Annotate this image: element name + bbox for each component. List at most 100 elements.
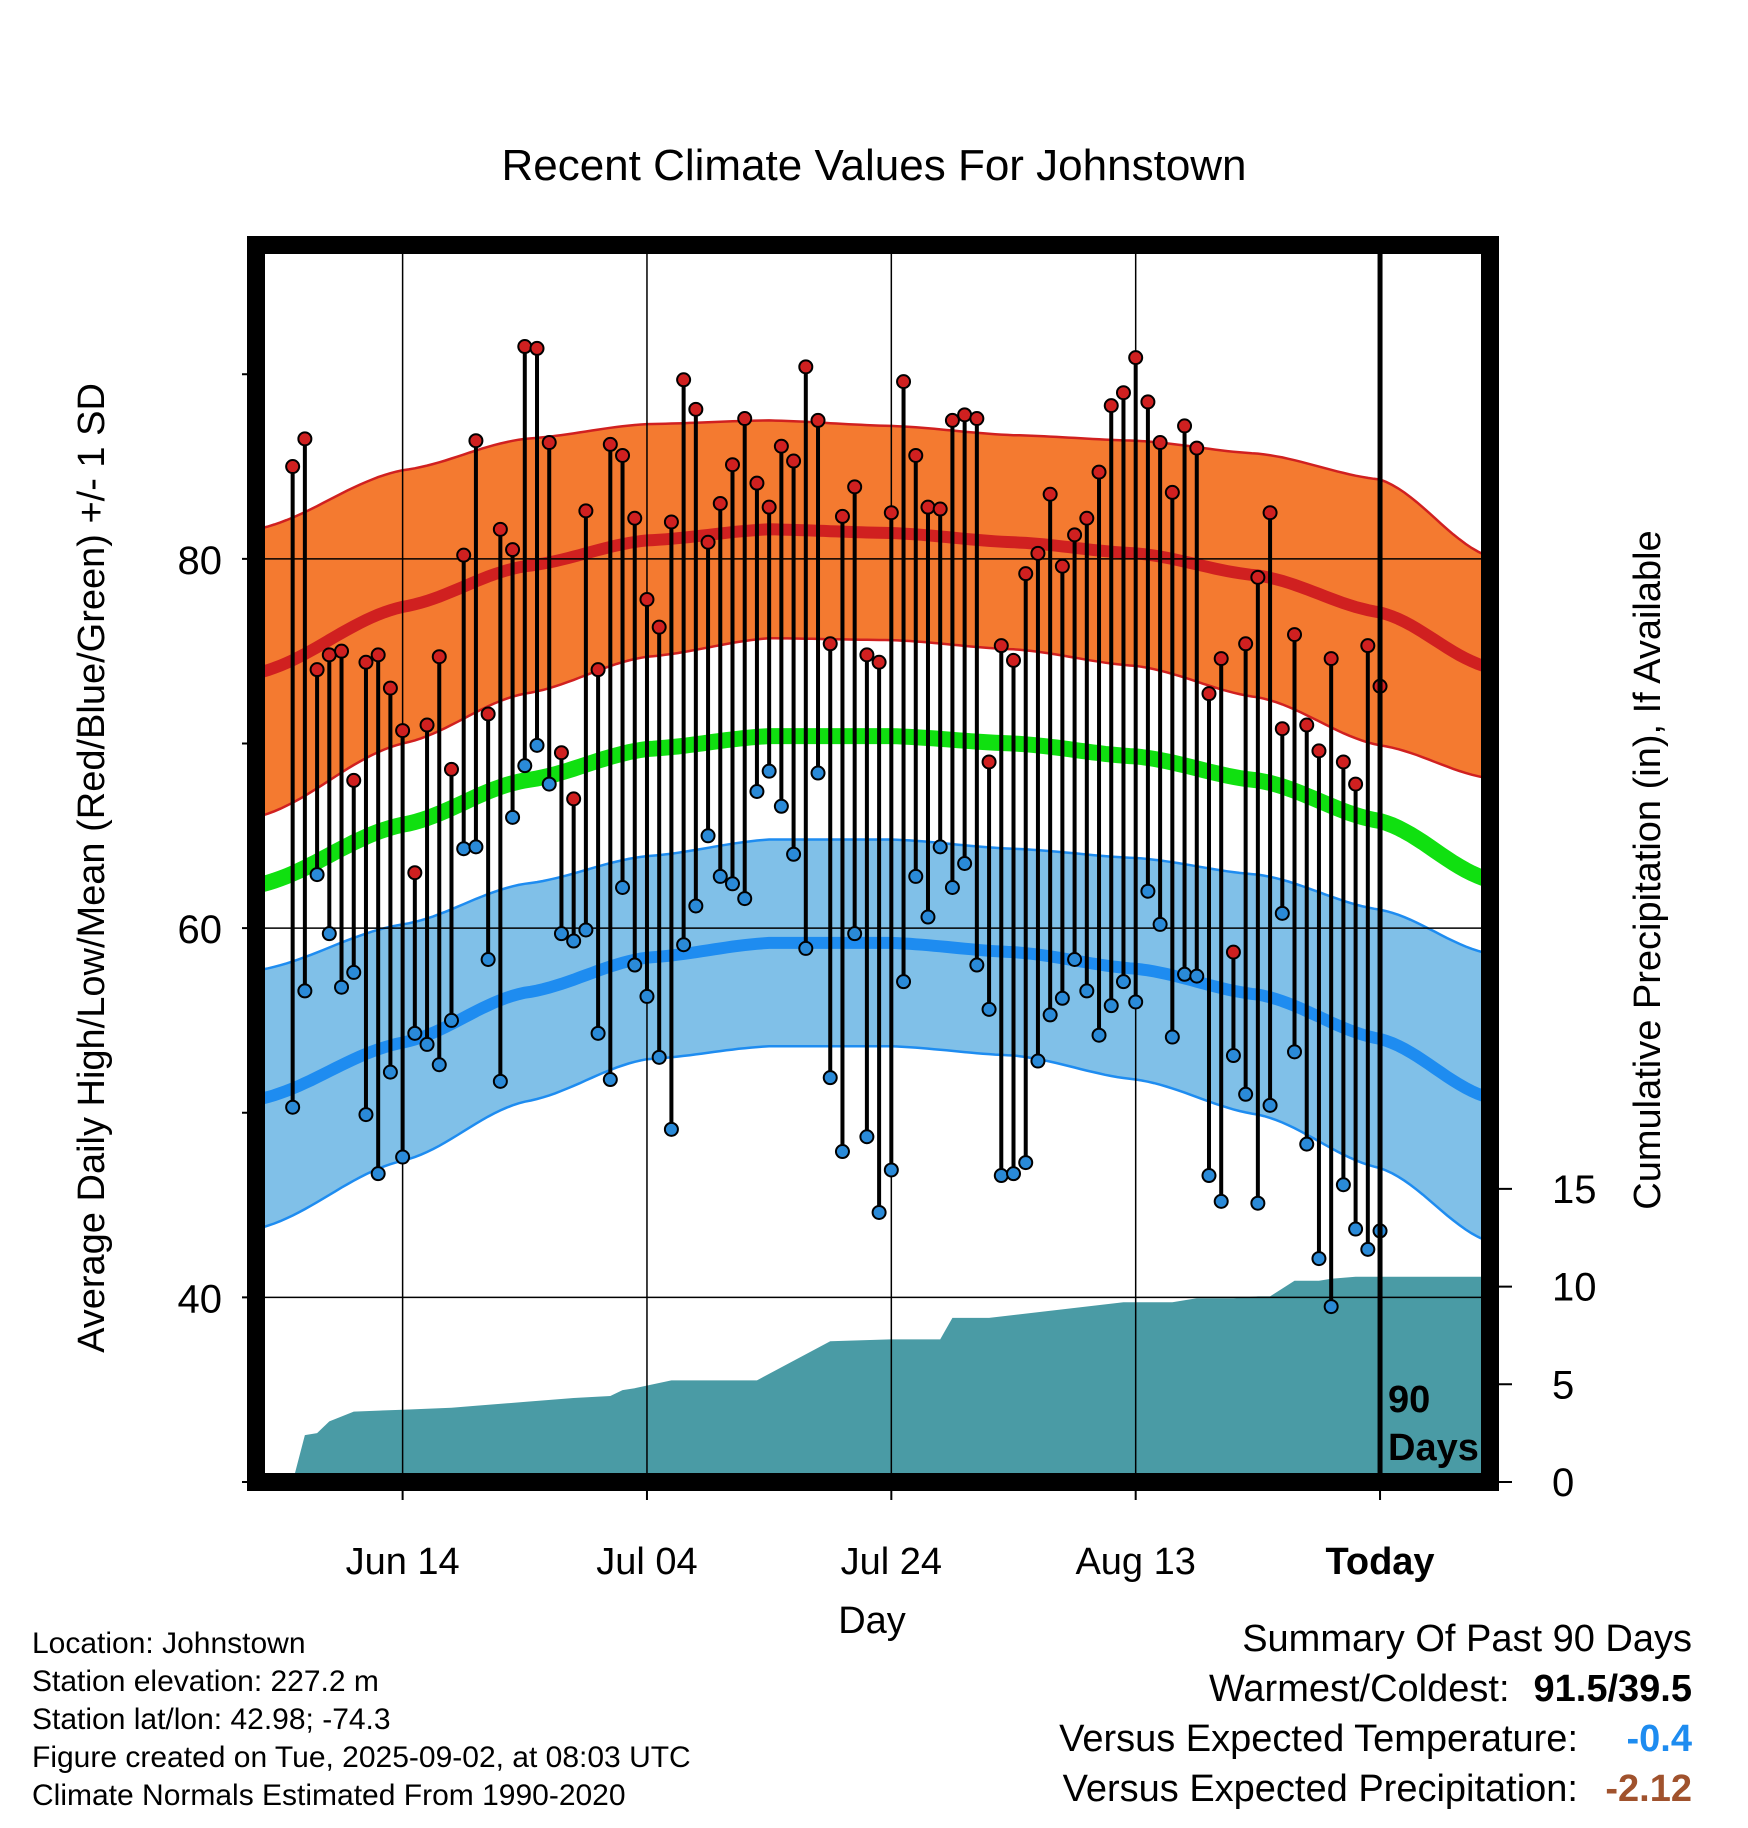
daily-low-point: [944, 880, 960, 896]
daily-high-point: [1042, 486, 1058, 502]
daily-high-point: [321, 647, 337, 663]
y2-tick-label: 10: [1552, 1266, 1597, 1310]
daily-low-point: [908, 868, 924, 884]
daily-high-point: [529, 340, 545, 356]
daily-low-point: [566, 933, 582, 949]
high-normal-line: [256, 523, 1490, 680]
daily-high-point: [810, 412, 826, 428]
daily-low-point: [834, 1144, 850, 1160]
warm-cold-label: Warmest/Coldest:: [1208, 1668, 1510, 1710]
daily-low-point: [700, 828, 716, 844]
daily-high-point: [663, 514, 679, 530]
high-sd-band: [256, 419, 1490, 819]
info-elevation: Station elevation: 227.2 m: [32, 1665, 379, 1698]
daily-high-point: [896, 374, 912, 390]
daily-low-point: [1140, 883, 1156, 899]
temp-label: Versus Expected Temperature:: [1059, 1718, 1578, 1760]
daily-high-point: [456, 547, 472, 563]
daily-low-point: [663, 1121, 679, 1137]
daily-high-point: [334, 643, 350, 659]
warm-cold-value: 91.5/39.5: [1533, 1668, 1692, 1710]
daily-high-point: [395, 723, 411, 739]
daily-low-point: [590, 1025, 606, 1041]
daily-high-point: [676, 372, 692, 388]
daily-low-point: [1054, 990, 1070, 1006]
daily-low-point: [724, 876, 740, 892]
daily-high-point: [1030, 545, 1046, 561]
daily-high-point: [1238, 636, 1254, 652]
daily-low-point: [798, 940, 814, 956]
mean-normal-line: [256, 728, 1490, 894]
daily-high-point: [834, 508, 850, 524]
daily-high-point: [590, 662, 606, 678]
daily-high-point: [541, 435, 557, 451]
daily-low-point: [370, 1166, 386, 1182]
daily-low-point: [773, 798, 789, 814]
summary-precip: Versus Expected Precipitation: -2.12: [1059, 1764, 1692, 1814]
daily-high-point: [1140, 394, 1156, 410]
daily-low-point: [1115, 974, 1131, 990]
daily-low-point: [847, 926, 863, 942]
daily-low-point: [334, 979, 350, 995]
daily-high-point: [1262, 505, 1278, 521]
daily-high-point: [443, 761, 459, 777]
daily-low-point: [1042, 1007, 1058, 1023]
daily-low-point: [651, 1049, 667, 1065]
y2-tick-label: 0: [1552, 1461, 1574, 1505]
daily-high-point: [1201, 686, 1217, 702]
x-tick-label: Jun 14: [346, 1541, 460, 1583]
daily-low-point: [1103, 998, 1119, 1014]
summary-panel: Summary Of Past 90 Days Warmest/Coldest:…: [1059, 1614, 1692, 1814]
daily-low-point: [297, 983, 313, 999]
daily-high-point: [1091, 464, 1107, 480]
daily-high-point: [370, 647, 386, 663]
daily-low-point: [932, 839, 948, 855]
daily-low-point: [1311, 1251, 1327, 1267]
daily-high-point: [492, 521, 508, 537]
x-tick-label: Aug 13: [1075, 1541, 1195, 1583]
daily-low-point: [1164, 1029, 1180, 1045]
daily-high-point: [688, 401, 704, 417]
daily-low-point: [688, 898, 704, 914]
daily-low-point: [786, 846, 802, 862]
daily-high-point: [346, 772, 362, 788]
daily-low-point: [896, 974, 912, 990]
daily-high-point: [871, 654, 887, 670]
daily-high-point: [1323, 651, 1339, 667]
info-location: Location: Johnstown: [32, 1627, 306, 1660]
daily-high-point: [1177, 418, 1193, 434]
daily-low-point: [1152, 916, 1168, 932]
daily-high-point: [737, 411, 753, 427]
daily-low-point: [1262, 1097, 1278, 1113]
daily-low-point: [468, 839, 484, 855]
y2-tick-label: 15: [1552, 1168, 1597, 1212]
daily-low-point: [541, 776, 557, 792]
daily-low-point: [957, 856, 973, 871]
daily-low-point: [602, 1072, 618, 1088]
daily-high-point: [1006, 652, 1022, 668]
daily-low-point: [749, 783, 765, 799]
summary-heading: Summary Of Past 90 Days: [1242, 1618, 1692, 1660]
x-tick-label: Today: [1325, 1541, 1434, 1583]
daily-low-point: [456, 841, 472, 857]
daily-high-point: [822, 636, 838, 652]
daily-low-point: [993, 1168, 1009, 1184]
daily-high-point: [1079, 510, 1095, 526]
daily-low-point: [1225, 1048, 1241, 1064]
daily-low-point: [1128, 994, 1144, 1010]
daily-high-point: [407, 865, 423, 881]
daily-high-point: [1360, 638, 1376, 654]
info-latlon: Station lat/lon: 42.98; -74.3: [32, 1703, 391, 1736]
x-tick-label: Jul 24: [841, 1541, 942, 1583]
daily-high-point: [944, 412, 960, 428]
daily-high-point: [847, 479, 863, 495]
daily-high-point: [1067, 527, 1083, 543]
daily-high-point: [517, 339, 533, 355]
daily-low-point: [737, 891, 753, 907]
daily-low-point: [1091, 1027, 1107, 1043]
y2-tick-label: 5: [1552, 1363, 1574, 1407]
chart-title: Recent Climate Values For Johnstown: [501, 141, 1246, 190]
daily-high-point: [1287, 627, 1303, 643]
daily-high-point: [1054, 558, 1070, 574]
precip-area: [256, 1276, 1490, 1482]
